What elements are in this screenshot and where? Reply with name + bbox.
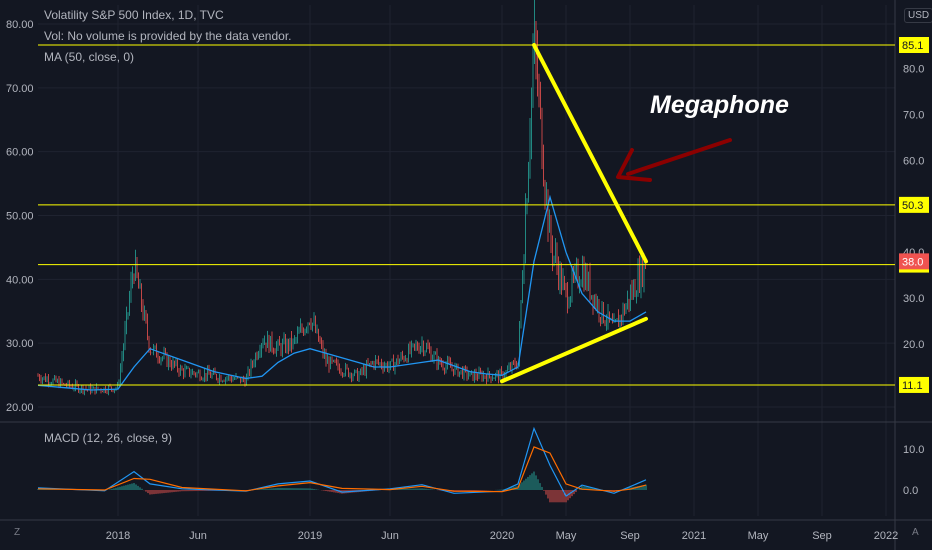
x-axis-tick: Sep bbox=[812, 530, 832, 542]
ma-line bbox=[37, 194, 647, 391]
left-axis-tick: 30.00 bbox=[6, 338, 34, 350]
left-axis-tick: 40.00 bbox=[6, 274, 34, 286]
x-axis-tick: 2020 bbox=[490, 530, 514, 542]
current-price-badge bbox=[899, 253, 929, 270]
level-label: 50.3 bbox=[902, 200, 923, 212]
x-axis-tick: Jun bbox=[381, 530, 399, 542]
trendline-upper bbox=[532, 43, 648, 264]
x-axis-tick: 2022 bbox=[874, 530, 898, 542]
level-label: 11.1 bbox=[902, 380, 923, 392]
x-axis-tick: 2019 bbox=[298, 530, 322, 542]
current-price-label: 38.0 bbox=[902, 256, 923, 268]
level-badge bbox=[899, 37, 929, 53]
right-axis-tick: 70.0 bbox=[903, 109, 924, 121]
x-axis-tick: Sep bbox=[620, 530, 640, 542]
level-badge bbox=[899, 196, 929, 213]
left-axis-tick: 80.00 bbox=[6, 19, 34, 31]
arrow-shaft bbox=[626, 138, 732, 176]
arrow-head bbox=[616, 148, 652, 182]
macd-axis-tick: 0.0 bbox=[903, 485, 918, 497]
signal-line bbox=[37, 446, 647, 493]
left-axis-tick: 20.00 bbox=[6, 402, 34, 414]
left-axis-tick: 60.00 bbox=[6, 147, 34, 159]
x-axis-tick: 2018 bbox=[106, 530, 130, 542]
chart-title: Volatility S&P 500 Index, 1D, TVC bbox=[44, 8, 224, 22]
trendline-lower bbox=[500, 316, 648, 384]
x-axis-tick: May bbox=[748, 530, 769, 542]
left-axis-tick: 50.00 bbox=[6, 211, 34, 223]
auto-scale-button[interactable]: A bbox=[912, 527, 919, 538]
x-axis-tick: May bbox=[556, 530, 577, 542]
x-axis-tick: Jun bbox=[189, 530, 207, 542]
level-label: 85.1 bbox=[902, 40, 923, 52]
macd-line bbox=[37, 426, 647, 497]
annotation-text: Megaphone bbox=[650, 91, 789, 119]
right-axis-tick: 80.0 bbox=[903, 63, 924, 75]
ma-indicator-label[interactable]: MA (50, close, 0) bbox=[44, 50, 135, 64]
left-axis-tick: 70.00 bbox=[6, 83, 34, 95]
right-axis-tick: 20.0 bbox=[903, 339, 924, 351]
timezone-button[interactable]: Z bbox=[14, 527, 21, 538]
volume-note: Vol: No volume is provided by the data v… bbox=[44, 29, 292, 43]
currency-label[interactable]: USD bbox=[904, 8, 932, 23]
x-axis-tick: 2021 bbox=[682, 530, 706, 542]
macd-indicator-label[interactable]: MACD (12, 26, close, 9) bbox=[44, 431, 173, 445]
macd-axis-tick: 10.0 bbox=[903, 444, 924, 456]
right-axis-tick: 30.0 bbox=[903, 293, 924, 305]
right-axis-tick: 60.0 bbox=[903, 155, 924, 167]
level-badge bbox=[899, 376, 929, 393]
